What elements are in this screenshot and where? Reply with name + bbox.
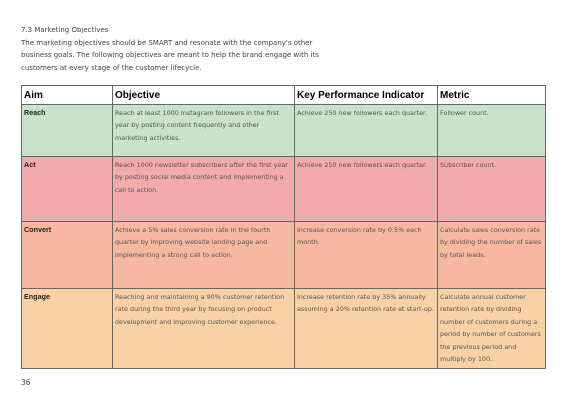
kpi-cell: Achieve 250 new followers each quarter. xyxy=(294,104,438,157)
objective-cell: Achieve a 5% sales conversion rate in th… xyxy=(112,221,295,289)
aim-cell: Convert xyxy=(21,221,113,289)
header-kpi: Key Performance Indicator xyxy=(294,85,438,105)
aim-cell: Engage xyxy=(21,288,113,369)
metric-cell: Calculate sales conversion rate by divid… xyxy=(437,221,546,289)
header-metric: Metric xyxy=(437,85,546,105)
metric-cell: Calculate annual customer retention rate… xyxy=(437,288,546,369)
aim-cell: Act xyxy=(21,156,113,222)
header-aim: Aim xyxy=(21,85,113,105)
intro-section: 7.3 Marketing Objectives The marketing o… xyxy=(21,24,321,74)
objective-cell: Reaching and maintaining a 90% customer … xyxy=(112,288,295,369)
header-objective: Objective xyxy=(112,85,295,105)
kpi-cell: Achieve 250 new followers each quarter. xyxy=(294,156,438,222)
marketing-objectives-table: Aim Objective Key Performance Indicator … xyxy=(21,85,546,369)
objective-cell: Reach 1000 newsletter subscribers after … xyxy=(112,156,295,222)
metric-cell: Follower count. xyxy=(437,104,546,157)
table-row-engage: Engage Reaching and maintaining a 90% cu… xyxy=(21,288,546,369)
page-number: 36 xyxy=(21,378,31,387)
table-row-act: Act Reach 1000 newsletter subscribers af… xyxy=(21,156,546,222)
kpi-cell: Increase conversion rate by 0.5% each mo… xyxy=(294,221,438,289)
table-header-row: Aim Objective Key Performance Indicator … xyxy=(21,85,546,105)
objective-cell: Reach at least 1000 Instagram followers … xyxy=(112,104,295,157)
intro-paragraph: The marketing objectives should be SMART… xyxy=(21,38,319,72)
table-row-convert: Convert Achieve a 5% sales conversion ra… xyxy=(21,221,546,289)
aim-cell: Reach xyxy=(21,104,113,157)
metric-cell: Subscriber count. xyxy=(437,156,546,222)
section-heading: 7.3 Marketing Objectives xyxy=(21,26,109,34)
table-row-reach: Reach Reach at least 1000 Instagram foll… xyxy=(21,104,546,157)
kpi-cell: Increase retention rate by 35% annually … xyxy=(294,288,438,369)
